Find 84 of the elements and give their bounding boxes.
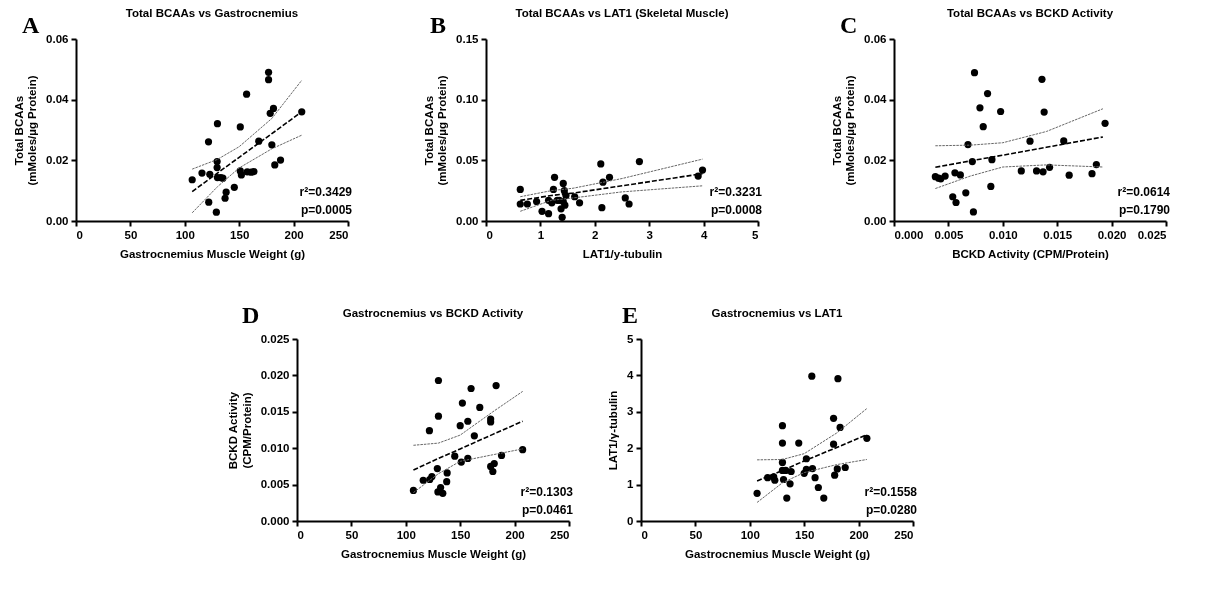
- x-tick-label: 200: [505, 528, 525, 541]
- text: E: [622, 302, 639, 329]
- annotation: r²=0.1558: [864, 485, 918, 499]
- x-tick-label: 150: [230, 228, 250, 241]
- text: B: [430, 12, 447, 39]
- y-axis-title: LAT1/γ-tubulin: [607, 390, 620, 471]
- text: A: [22, 12, 40, 39]
- x-tick-label: 4: [700, 228, 708, 241]
- y-tick-label: 0.06: [864, 32, 887, 45]
- annotation: p=0.0461: [521, 503, 574, 517]
- y-tick-label: 0.04: [46, 93, 70, 106]
- chart-title: Total BCAAs vs Gastrocnemius: [125, 6, 299, 19]
- text: D: [242, 302, 260, 329]
- x-tick-label: 0.025: [1137, 228, 1168, 241]
- x-tick-label: 100: [740, 528, 760, 541]
- y-tick-label: 0.00: [456, 214, 479, 227]
- annotation: r²=0.0614: [1117, 185, 1171, 199]
- x-tick-label: 1: [537, 228, 545, 241]
- x-tick-label: 250: [329, 228, 349, 241]
- x-tick-label: 50: [345, 528, 359, 541]
- y-tick-label: 0.010: [260, 441, 290, 454]
- x-axis-title: BCKD Activity (CPM/Protein): [952, 248, 1110, 260]
- x-tick-label: 0.015: [1043, 228, 1073, 241]
- x-tick-label: 250: [894, 528, 914, 541]
- x-axis-title: Gastrocnemius Muscle Weight (g): [684, 548, 871, 560]
- chart-title: Gastrocnemius vs LAT1: [711, 306, 843, 319]
- x-tick-label: 0: [297, 528, 304, 541]
- annotation: p=0.0280: [865, 503, 918, 517]
- annotation: p=0.1790: [1118, 203, 1171, 217]
- text: C: [840, 12, 858, 39]
- y-tick-label: 0.015: [260, 405, 291, 418]
- y-tick-label: 0.02: [46, 153, 69, 166]
- x-tick-label: 50: [689, 528, 703, 541]
- y-tick-label: 1: [627, 478, 635, 491]
- y-tick-label: 0: [627, 514, 634, 527]
- x-tick-label: 0: [76, 228, 83, 241]
- x-tick-label: 0.000: [894, 228, 924, 241]
- y-tick-label: 2: [627, 441, 634, 454]
- x-tick-label: 200: [849, 528, 869, 541]
- y-axis-title: Total BCAAs (mMoles/µg Protein): [830, 75, 857, 186]
- y-tick-label: 0.04: [864, 93, 888, 106]
- y-tick-label: 0.00: [864, 214, 887, 227]
- x-axis-title: Gastrocnemius Muscle Weight (g): [119, 248, 306, 260]
- y-axis-title: Total BCAAs (mMoles/µg Protein): [12, 75, 39, 186]
- chart-title: Total BCAAs vs LAT1 (Skeletal Muscle): [515, 6, 729, 19]
- x-axis-title: LAT1/y-tubulin: [582, 248, 663, 260]
- chart-title: Gastrocnemius vs BCKD Activity: [342, 306, 524, 319]
- x-tick-label: 250: [550, 528, 570, 541]
- x-tick-label: 3: [646, 228, 653, 241]
- y-tick-label: 0.00: [46, 214, 69, 227]
- x-tick-label: 200: [284, 228, 304, 241]
- y-tick-label: 0.06: [46, 32, 69, 45]
- y-tick-label: 5: [627, 332, 635, 345]
- y-tick-label: 3: [627, 405, 634, 418]
- annotation: r²=0.3231: [709, 185, 763, 199]
- x-tick-label: 150: [795, 528, 815, 541]
- y-tick-label: 0.10: [456, 93, 479, 106]
- y-tick-label: 0.005: [260, 478, 291, 491]
- annotation: r²=0.1303: [520, 485, 574, 499]
- x-tick-label: 0.020: [1097, 228, 1127, 241]
- y-tick-label: 0.025: [260, 332, 291, 345]
- y-tick-label: 0.15: [456, 32, 480, 45]
- y-axis-title: Total BCAAs (mMoles/µg Protein): [422, 75, 449, 186]
- annotation: r²=0.3429: [299, 185, 353, 199]
- x-axis-title: Gastrocnemius Muscle Weight (g): [340, 548, 527, 560]
- annotation: p=0.0008: [710, 203, 763, 217]
- x-tick-label: 150: [451, 528, 471, 541]
- y-tick-label: 0.000: [260, 514, 290, 527]
- y-tick-label: 0.05: [456, 153, 480, 166]
- x-tick-label: 0: [486, 228, 493, 241]
- x-tick-label: 100: [175, 228, 195, 241]
- annotation: p=0.0005: [300, 203, 353, 217]
- x-tick-label: 0.005: [934, 228, 964, 241]
- x-tick-label: 100: [396, 528, 416, 541]
- x-tick-label: 5: [752, 228, 760, 241]
- x-tick-label: 2: [592, 228, 599, 241]
- x-tick-label: 0: [641, 528, 648, 541]
- y-axis-title: BCKD Activity (CPM/Protein): [227, 391, 253, 470]
- y-tick-label: 0.020: [260, 368, 290, 381]
- y-tick-label: 0.02: [864, 153, 887, 166]
- x-tick-label: 0.010: [988, 228, 1018, 241]
- chart-title: Total BCAAs vs BCKD Activity: [946, 6, 1114, 19]
- y-tick-label: 4: [627, 368, 635, 381]
- x-tick-label: 50: [124, 228, 138, 241]
